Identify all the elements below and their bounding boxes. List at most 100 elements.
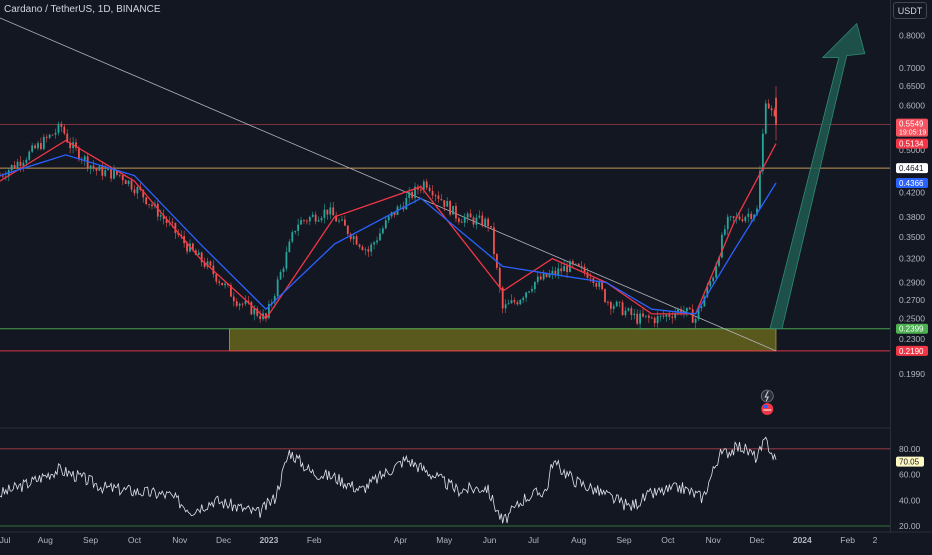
candle-body xyxy=(83,156,86,160)
candle-body xyxy=(31,145,34,152)
candle-body xyxy=(767,103,770,109)
candle-body xyxy=(142,189,145,198)
candle-body xyxy=(522,297,525,300)
candle-body xyxy=(95,168,98,171)
time-tick-label: Jul xyxy=(0,535,11,545)
price-badge xyxy=(896,345,928,356)
candle-body xyxy=(615,301,618,307)
time-tick-label: Dec xyxy=(749,535,765,545)
candle-body xyxy=(566,266,568,273)
candle-body xyxy=(89,165,92,168)
candle-body xyxy=(308,216,311,222)
candle-body xyxy=(69,142,72,148)
candle-body xyxy=(25,159,28,163)
candle-body xyxy=(209,261,212,266)
candle-body xyxy=(66,133,69,143)
candle-body xyxy=(677,308,679,313)
candle-body xyxy=(364,249,367,251)
price-tick-label: 0.2700 xyxy=(899,295,925,305)
candle-body xyxy=(452,205,454,215)
candle-body xyxy=(75,142,77,148)
candle-body xyxy=(276,279,279,297)
rsi-line xyxy=(0,436,777,524)
candle-body xyxy=(13,165,16,168)
candle-body xyxy=(45,136,48,138)
candle-body xyxy=(57,123,60,133)
candle-body xyxy=(367,249,370,252)
rsi-tick-label: 60.00 xyxy=(899,470,921,480)
candle-body xyxy=(37,143,39,149)
candle-body xyxy=(107,168,110,171)
candle-body xyxy=(273,296,276,303)
us-flag-icon-circle xyxy=(761,403,774,415)
candle-body xyxy=(490,226,492,228)
candle-body xyxy=(265,313,267,318)
candle-body xyxy=(282,268,285,272)
candle-body xyxy=(750,213,753,219)
candle-body xyxy=(630,308,633,316)
time-tick-label: Apr xyxy=(394,535,407,545)
candle-body xyxy=(586,272,589,278)
candle-body xyxy=(384,220,387,229)
time-tick-label: Aug xyxy=(38,535,53,545)
trendline xyxy=(0,17,777,352)
candle-body xyxy=(291,232,294,242)
candle-body xyxy=(645,315,647,317)
candle-body xyxy=(428,187,431,192)
candle-body xyxy=(224,283,226,286)
candle-body xyxy=(253,308,256,315)
candle-body xyxy=(235,301,238,306)
candle-body xyxy=(446,200,449,207)
candle-body xyxy=(151,204,153,207)
rsi-tick-label: 40.00 xyxy=(899,495,921,505)
candle-body xyxy=(440,198,443,201)
price-tick-label: 0.6000 xyxy=(899,101,925,111)
price-tick-label: 0.5000 xyxy=(899,145,925,155)
candle-body xyxy=(133,189,136,194)
candle-body xyxy=(770,108,773,111)
candle-body xyxy=(563,266,566,272)
time-tick-label: Oct xyxy=(661,535,675,545)
candle-body xyxy=(373,242,376,245)
price-badge xyxy=(896,163,928,174)
label-layer: 0.554919:05:190.51340.46410.43660.23990.… xyxy=(896,118,928,467)
candle-body xyxy=(303,220,305,221)
price-tick-label: 0.1990 xyxy=(899,369,925,379)
rsi-tick-label: 20.00 xyxy=(899,521,921,531)
candle-body xyxy=(653,317,656,324)
candle-body xyxy=(343,219,346,226)
candle-body xyxy=(571,261,574,265)
currency-button[interactable]: USDT xyxy=(893,2,927,19)
candle-body xyxy=(317,220,320,222)
candle-body xyxy=(267,304,270,318)
candle-body xyxy=(668,314,671,317)
candle-body xyxy=(463,217,466,223)
candle-body xyxy=(507,303,510,305)
candle-body xyxy=(469,213,472,218)
price-tick-label: 0.4200 xyxy=(899,187,925,197)
candle-body xyxy=(332,207,335,216)
candle-body xyxy=(732,216,735,218)
candle-body xyxy=(513,300,516,303)
grid-layer xyxy=(0,0,932,533)
candle-body xyxy=(186,243,188,252)
candle-body xyxy=(647,315,650,318)
candle-body xyxy=(525,292,528,298)
time-tick-label: Aug xyxy=(571,535,586,545)
candle-body xyxy=(218,281,221,283)
price-badge xyxy=(896,138,928,149)
support-zone xyxy=(229,328,777,352)
candle-body xyxy=(718,257,720,266)
candle-body xyxy=(10,165,13,171)
lightning-icon xyxy=(760,389,774,403)
candle-body xyxy=(422,181,425,190)
candle-body xyxy=(399,206,402,208)
candle-body xyxy=(612,306,615,309)
candle-body xyxy=(697,308,700,320)
candle-body xyxy=(192,243,194,251)
price-badge xyxy=(896,323,928,334)
axis-layer: 0.80000.70000.65000.60000.55000.50000.42… xyxy=(0,31,925,545)
candle-body xyxy=(16,161,19,168)
